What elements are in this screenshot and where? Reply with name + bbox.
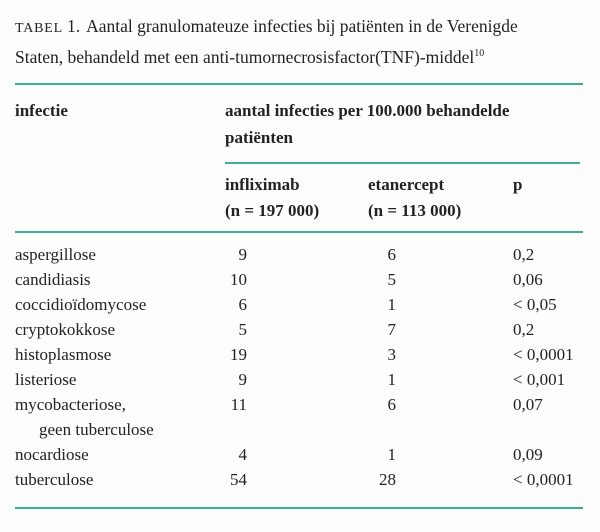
column-header-p: p <box>513 175 523 194</box>
infection-name: listeriose <box>15 370 77 389</box>
table-row: candidiasis 10 5 0,06 <box>15 267 583 292</box>
caption-line-2: Staten, behandeld met een anti-tumornecr… <box>15 43 590 71</box>
p-value: 0,09 <box>513 445 543 464</box>
caption-reference-superscript: 10 <box>474 48 485 60</box>
bottom-rule <box>15 507 583 509</box>
infliximab-value: 19 <box>230 345 247 364</box>
infliximab-value: 5 <box>238 320 248 339</box>
p-value: < 0,05 <box>513 295 557 314</box>
infliximab-value: 9 <box>238 370 248 389</box>
infliximab-value: 10 <box>230 270 247 289</box>
column-group-header: aantal infecties per 100.000 behandelde … <box>225 97 587 151</box>
header-rule <box>15 231 583 233</box>
table-row: cryptokokkose 5 7 0,2 <box>15 317 583 342</box>
caption-text-line1: Aantal granulomateuze infecties bij pati… <box>86 16 518 36</box>
etanercept-value: 1 <box>387 295 397 314</box>
etanercept-n: (n = 113 000) <box>368 201 462 220</box>
infliximab-name: infliximab <box>225 175 300 194</box>
p-value: 0,2 <box>513 320 535 339</box>
p-value: 0,06 <box>513 270 543 289</box>
table-row: aspergillose 9 6 0,2 <box>15 242 583 267</box>
top-rule <box>15 83 583 85</box>
etanercept-value: 1 <box>387 445 397 464</box>
table-number: 1. <box>66 16 81 36</box>
infliximab-value: 9 <box>238 245 248 264</box>
table-body: aspergillose 9 6 0,2 candidiasis 10 5 0,… <box>15 242 583 492</box>
group-header-line1: aantal infecties per 100.000 behandelde <box>225 101 510 120</box>
infection-name: cryptokokkose <box>15 320 116 339</box>
caption-line-1: TABEL 1. Aantal granulomateuze infecties b… <box>15 12 590 43</box>
infliximab-value: 6 <box>238 295 248 314</box>
etanercept-value: 5 <box>387 270 397 289</box>
table-caption: TABEL 1. Aantal granulomateuze infecties b… <box>15 12 590 71</box>
infliximab-n: (n = 197 000) <box>225 201 320 220</box>
etanercept-value: 6 <box>387 245 397 264</box>
etanercept-value: 6 <box>387 395 397 414</box>
etanercept-value: 3 <box>387 345 397 364</box>
p-value: 0,07 <box>513 395 543 414</box>
column-header-infliximab: infliximab (n = 197 000) <box>225 172 319 224</box>
table-row: listeriose 9 1 < 0,001 <box>15 367 583 392</box>
etanercept-value: 7 <box>387 320 397 339</box>
etanercept-value: 28 <box>379 470 396 489</box>
p-value: < 0,0001 <box>513 345 574 364</box>
group-header-rule <box>225 162 580 164</box>
table-row: coccidioïdomycose 6 1 < 0,05 <box>15 292 583 317</box>
infection-name-line1: mycobacteriose, <box>15 395 126 414</box>
infection-name: candidiasis <box>15 270 91 289</box>
infection-name: tuberculose <box>15 470 94 489</box>
column-header-etanercept: etanercept (n = 113 000) <box>368 172 461 224</box>
column-header-infectie: infectie <box>15 101 68 120</box>
p-value: < 0,001 <box>513 370 566 389</box>
infliximab-value: 54 <box>230 470 247 489</box>
infliximab-value: 4 <box>238 445 248 464</box>
caption-text-line2: Staten, behandeld met een anti-tumornecr… <box>15 47 475 67</box>
infection-name-line2: geen tuberculose <box>39 420 154 439</box>
infection-name: nocardiose <box>15 445 89 464</box>
table-label: TABEL <box>15 21 63 36</box>
etanercept-value: 1 <box>387 370 397 389</box>
infection-name: histoplasmose <box>15 345 112 364</box>
infection-name: mycobacteriose, geen tuberculose <box>15 392 154 442</box>
infection-name: aspergillose <box>15 245 96 264</box>
table-row: histoplasmose 19 3 < 0,0001 <box>15 342 583 367</box>
table-row: mycobacteriose, geen tuberculose 11 6 0,… <box>15 392 583 442</box>
infliximab-value: 11 <box>230 395 247 414</box>
etanercept-name: etanercept <box>368 175 445 194</box>
infection-name: coccidioïdomycose <box>15 295 147 314</box>
p-value: 0,2 <box>513 245 535 264</box>
table-row: nocardiose 4 1 0,09 <box>15 442 583 467</box>
p-value: < 0,0001 <box>513 470 574 489</box>
table-row: tuberculose 54 28 < 0,0001 <box>15 467 583 492</box>
group-header-line2: patiënten <box>225 128 293 147</box>
